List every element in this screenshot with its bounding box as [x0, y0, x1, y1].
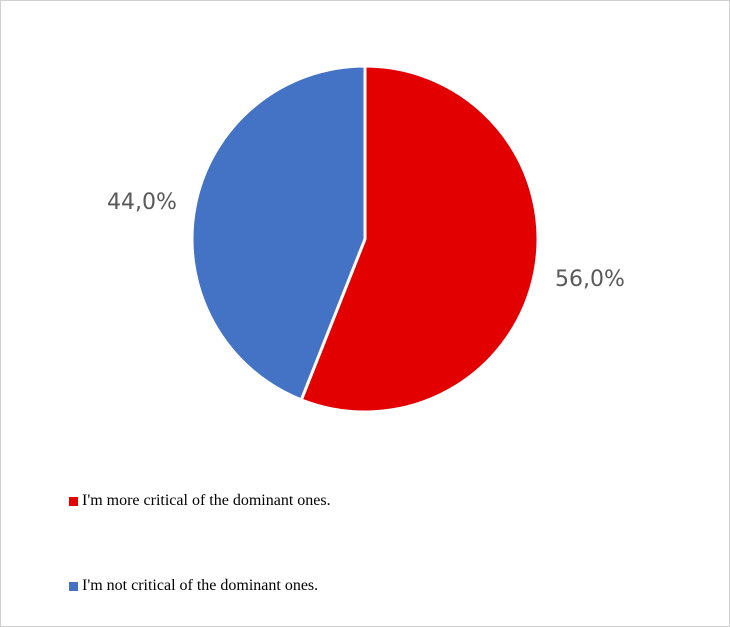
- data-label-not-critical: 44,0%: [107, 190, 177, 215]
- legend-item-more-critical: I'm more critical of the dominant ones.: [69, 492, 331, 510]
- legend-item-not-critical: I'm not critical of the dominant ones.: [69, 577, 318, 595]
- legend-swatch-red: [69, 496, 78, 506]
- pie-slice-more-critical: [299, 64, 540, 414]
- legend-label-not-critical: I'm not critical of the dominant ones.: [82, 577, 319, 594]
- data-label-more-critical: 56,0%: [555, 267, 625, 292]
- pie-slice-not-critical: [190, 64, 367, 402]
- legend-label-more-critical: I'm more critical of the dominant ones.: [82, 492, 331, 509]
- legend-swatch-blue: [69, 581, 78, 591]
